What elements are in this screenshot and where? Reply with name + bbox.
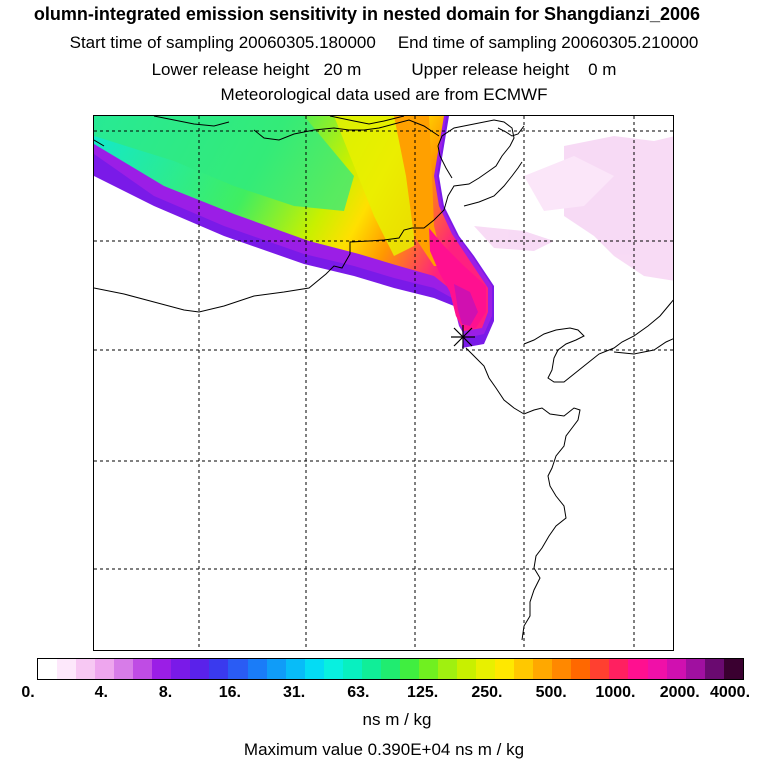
- colorbar-cell: [723, 659, 743, 679]
- colorbar-tick-label: 250.: [471, 684, 503, 701]
- colorbar-cell: [133, 659, 153, 679]
- colorbar-tick-label: 2000.: [659, 684, 700, 701]
- colorbar: [37, 658, 744, 680]
- map-panel: [93, 115, 674, 651]
- colorbar-cell: [666, 659, 686, 679]
- colorbar-cell: [457, 659, 477, 679]
- title-line-1: olumn-integrated emission sensitivity in…: [33, 4, 701, 24]
- colorbar-cell: [685, 659, 705, 679]
- plume-green-band: [94, 116, 354, 211]
- plume-yellow-core: [334, 116, 414, 256]
- colorbar-cell: [114, 659, 134, 679]
- colorbar-cell: [95, 659, 115, 679]
- colorbar-cell: [57, 659, 77, 679]
- colorbar-cell: [285, 659, 305, 679]
- colorbar-cell: [704, 659, 724, 679]
- lower-release-height: Lower release height 20 m: [151, 60, 362, 79]
- colorbar-cell: [628, 659, 648, 679]
- plume-magenta-core: [454, 284, 478, 326]
- title-line-3: Lower release height 20 m Upper release h…: [0, 60, 768, 80]
- colorbar-cell: [476, 659, 496, 679]
- colorbar-cell: [38, 659, 58, 679]
- colorbar-tick-label: 500.: [535, 684, 567, 701]
- map-svg: [94, 116, 673, 650]
- map-gridlines: [94, 116, 673, 650]
- colorbar-tick-label: 31.: [282, 684, 306, 701]
- colorbar-cell: [247, 659, 267, 679]
- colorbar-cell: [190, 659, 210, 679]
- low-sensitivity-region: [524, 156, 614, 211]
- colorbar-tick-label: 4000.: [709, 684, 751, 701]
- coastlines: [94, 116, 673, 641]
- colorbar-cell: [437, 659, 458, 679]
- colorbar-cell: [323, 659, 343, 679]
- title-line-4: Meteorological data used are from ECMWF: [220, 85, 548, 104]
- colorbar-cell: [152, 659, 172, 679]
- colorbar-cell: [571, 659, 591, 679]
- colorbar-tick-label: 8.: [158, 684, 173, 701]
- colorbar-cell: [380, 659, 400, 679]
- colorbar-tick-label: 125.: [407, 684, 439, 701]
- colorbar-cell: [609, 659, 629, 679]
- colorbar-cell: [361, 659, 381, 679]
- max-value-label: Maximum value 0.390E+04 ns m / kg: [243, 740, 525, 759]
- colorbar-cell: [418, 659, 438, 679]
- end-time: End time of sampling 20060305.210000: [397, 33, 699, 52]
- colorbar-cell: [514, 659, 534, 679]
- colorbar-cell: [647, 659, 667, 679]
- start-time: Start time of sampling 20060305.180000: [69, 33, 376, 52]
- colorbar-cell: [533, 659, 553, 679]
- colorbar-tick-label: 16.: [218, 684, 241, 701]
- colorbar-cell: [266, 659, 286, 679]
- title-line-2: Start time of sampling 20060305.180000 En…: [0, 33, 768, 53]
- colorbar-cell: [590, 659, 610, 679]
- colorbar-tick-label: 63.: [347, 684, 370, 701]
- colorbar-tick-label: 1000.: [595, 684, 636, 701]
- colorbar-cell: [228, 659, 248, 679]
- upper-release-height: Upper release height 0 m: [411, 60, 617, 79]
- colorbar-cell: [171, 659, 191, 679]
- colorbar-cell: [342, 659, 362, 679]
- colorbar-cell: [76, 659, 96, 679]
- receptor-star: [451, 325, 475, 349]
- colorbar-cell: [209, 659, 229, 679]
- plume-orange-core: [394, 116, 444, 266]
- colorbar-tick-label: 0.: [21, 684, 35, 701]
- colorbar-cell: [304, 659, 324, 679]
- colorbar-cell: [399, 659, 419, 679]
- colorbar-tick-label: 4.: [94, 684, 108, 701]
- colorbar-units: ns m / kg: [362, 710, 432, 729]
- colorbar-cell: [552, 659, 572, 679]
- colorbar-cell: [495, 659, 515, 679]
